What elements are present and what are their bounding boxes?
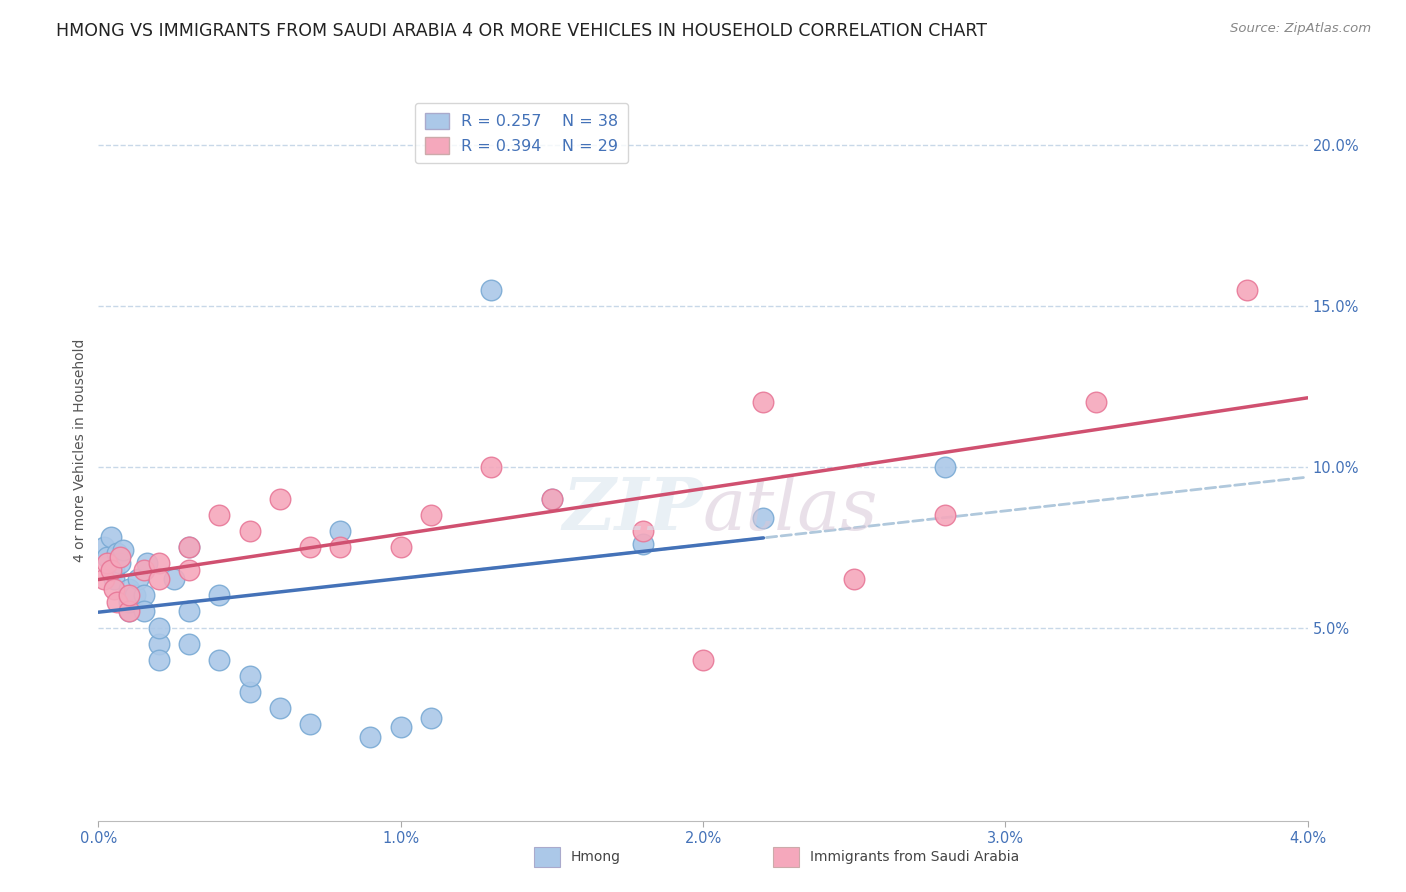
Point xyxy=(100,530,122,544)
Point xyxy=(132,604,155,618)
Point xyxy=(148,653,170,667)
Point xyxy=(631,524,654,538)
Point xyxy=(96,549,118,564)
Text: Hmong: Hmong xyxy=(571,850,621,864)
Point xyxy=(208,653,231,667)
Point xyxy=(111,543,134,558)
Point xyxy=(179,540,201,554)
Point xyxy=(540,491,562,506)
Point xyxy=(934,508,956,522)
Point xyxy=(135,556,157,570)
Point xyxy=(163,572,186,586)
Point xyxy=(132,588,155,602)
Point xyxy=(118,588,141,602)
Point xyxy=(179,563,201,577)
Legend: R = 0.257    N = 38, R = 0.394    N = 29: R = 0.257 N = 38, R = 0.394 N = 29 xyxy=(415,103,628,163)
Point xyxy=(148,556,170,570)
Point xyxy=(103,563,125,577)
Point xyxy=(239,669,262,683)
Text: HMONG VS IMMIGRANTS FROM SAUDI ARABIA 4 OR MORE VEHICLES IN HOUSEHOLD CORRELATIO: HMONG VS IMMIGRANTS FROM SAUDI ARABIA 4 … xyxy=(56,22,987,40)
Point xyxy=(93,540,115,554)
Point xyxy=(299,717,322,731)
Point xyxy=(631,537,654,551)
Point xyxy=(239,685,262,699)
Point xyxy=(329,540,352,554)
Text: Immigrants from Saudi Arabia: Immigrants from Saudi Arabia xyxy=(810,850,1019,864)
Point xyxy=(208,588,231,602)
Point xyxy=(93,572,115,586)
Point xyxy=(127,572,149,586)
Point xyxy=(105,546,128,560)
Point xyxy=(124,588,146,602)
Text: Source: ZipAtlas.com: Source: ZipAtlas.com xyxy=(1230,22,1371,36)
Point xyxy=(329,524,352,538)
Text: ZIP: ZIP xyxy=(562,475,703,545)
Point xyxy=(179,540,201,554)
Point xyxy=(148,620,170,634)
Point xyxy=(208,508,231,522)
Point xyxy=(118,604,141,618)
Point xyxy=(360,730,382,744)
Point xyxy=(179,604,201,618)
Point xyxy=(103,582,125,596)
Point xyxy=(752,511,775,525)
Point xyxy=(239,524,262,538)
Point xyxy=(481,459,503,474)
Point xyxy=(934,459,956,474)
Point xyxy=(103,572,125,586)
Point xyxy=(389,540,412,554)
Point xyxy=(118,582,141,596)
Point xyxy=(148,637,170,651)
Point xyxy=(108,556,131,570)
Point xyxy=(96,556,118,570)
Text: atlas: atlas xyxy=(703,475,879,545)
Point xyxy=(269,701,291,715)
Point xyxy=(105,595,128,609)
Point xyxy=(148,572,170,586)
Point xyxy=(540,491,562,506)
Point xyxy=(1085,395,1108,409)
Point xyxy=(108,549,131,564)
Point xyxy=(389,720,412,734)
Point xyxy=(481,283,503,297)
Point xyxy=(692,653,714,667)
Point xyxy=(752,395,775,409)
Point xyxy=(118,595,141,609)
Point xyxy=(269,491,291,506)
Point xyxy=(299,540,322,554)
Y-axis label: 4 or more Vehicles in Household: 4 or more Vehicles in Household xyxy=(73,339,87,562)
Point xyxy=(1236,283,1258,297)
Point xyxy=(100,563,122,577)
Point xyxy=(179,637,201,651)
Point xyxy=(118,604,141,618)
Point xyxy=(420,711,443,725)
Point xyxy=(420,508,443,522)
Point xyxy=(132,563,155,577)
Point xyxy=(844,572,866,586)
